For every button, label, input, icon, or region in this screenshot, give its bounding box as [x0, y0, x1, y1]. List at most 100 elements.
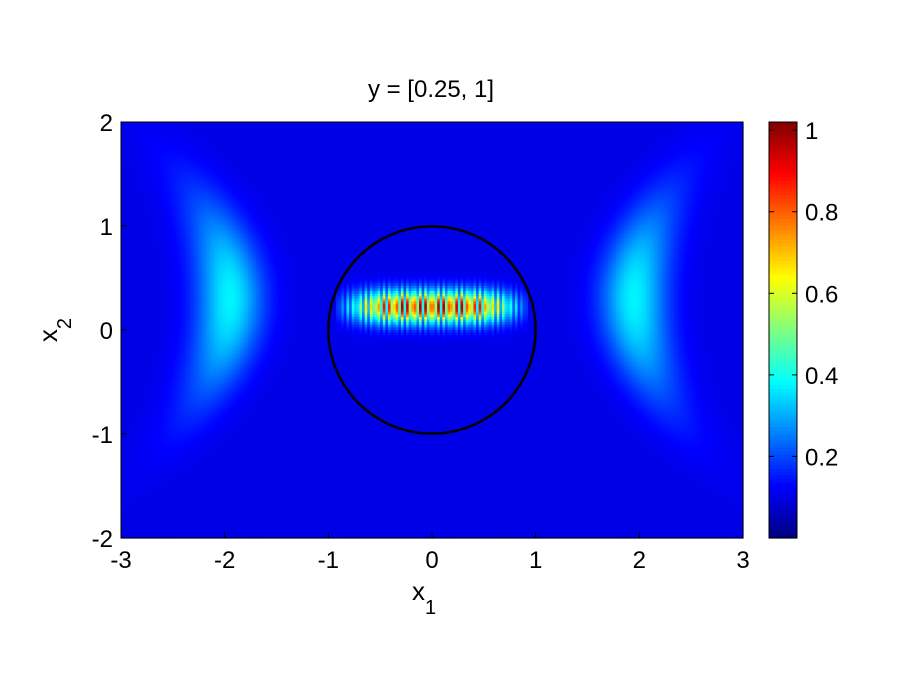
- heatmap-cell: [660, 129, 664, 133]
- heatmap-cell: [678, 124, 682, 128]
- heatmap-cell: [533, 140, 537, 144]
- heatmap-cell: [605, 127, 609, 131]
- heatmap-cell: [698, 124, 703, 128]
- heatmap-cell: [538, 124, 542, 128]
- heatmap-cell: [411, 137, 415, 141]
- heatmap-cell: [737, 129, 742, 133]
- heatmap-cell: [247, 132, 252, 136]
- heatmap-cell: [416, 137, 420, 141]
- heatmap-cell: [434, 135, 438, 139]
- heatmap-cell: [144, 137, 148, 141]
- heatmap-cell: [121, 122, 125, 126]
- heatmap-cell: [501, 129, 506, 133]
- heatmap-cell: [240, 142, 244, 146]
- heatmap-cell: [577, 124, 581, 128]
- heatmap-cell: [709, 140, 713, 144]
- heatmap-cell: [460, 132, 464, 136]
- heatmap-cell: [380, 140, 384, 144]
- heatmap-cell: [356, 135, 361, 139]
- heatmap-cell: [406, 132, 410, 136]
- heatmap-cell: [170, 127, 174, 131]
- heatmap-cell: [439, 137, 443, 141]
- heatmap-cell: [133, 127, 138, 131]
- heatmap-cell: [289, 129, 293, 133]
- heatmap-cell: [579, 127, 583, 131]
- heatmap-cell: [284, 135, 288, 139]
- heatmap-cell: [330, 135, 335, 139]
- heatmap-cell: [403, 127, 407, 131]
- heatmap-cell: [533, 127, 537, 131]
- heatmap-cell: [486, 127, 490, 131]
- heatmap-cell: [675, 132, 679, 136]
- heatmap-cell: [457, 129, 462, 133]
- heatmap-cell: [442, 140, 446, 144]
- heatmap-cell: [675, 135, 679, 139]
- heatmap-cell: [312, 132, 316, 136]
- heatmap-cell: [188, 124, 192, 128]
- heatmap-cell: [315, 127, 319, 131]
- heatmap-cell: [227, 140, 231, 144]
- heatmap-cell: [216, 135, 221, 139]
- heatmap-cell: [478, 124, 482, 128]
- heatmap-cell: [175, 122, 179, 126]
- heatmap-cell: [597, 132, 602, 136]
- heatmap-cell: [470, 140, 475, 144]
- heatmap-cell: [473, 129, 477, 133]
- heatmap-cell: [294, 127, 298, 131]
- heatmap-cell: [190, 127, 195, 131]
- heatmap-cell: [654, 127, 659, 131]
- heatmap-cell: [216, 127, 221, 131]
- heatmap-cell: [338, 122, 342, 126]
- heatmap-cell: [551, 127, 555, 131]
- heatmap-cell: [444, 140, 449, 144]
- heatmap-cell: [260, 127, 265, 131]
- heatmap-cell: [463, 140, 467, 144]
- heatmap-cell: [235, 122, 239, 126]
- heatmap-cell: [706, 137, 710, 141]
- heatmap-cell: [387, 135, 392, 139]
- heatmap-cell: [310, 140, 314, 144]
- heatmap-cell: [185, 132, 189, 136]
- heatmap-cell: [286, 127, 291, 131]
- heatmap-cell: [665, 122, 669, 126]
- heatmap-cell: [641, 129, 646, 133]
- heatmap-cell: [590, 135, 594, 139]
- heatmap-cell: [704, 132, 708, 136]
- heatmap-cell: [688, 132, 692, 136]
- heatmap-cell: [400, 140, 405, 144]
- heatmap-cell: [665, 137, 669, 141]
- heatmap-cell: [178, 127, 182, 131]
- heatmap-cell: [603, 127, 607, 131]
- heatmap-cell: [343, 129, 348, 133]
- heatmap-cell: [292, 140, 296, 144]
- heatmap-cell: [706, 129, 710, 133]
- heatmap-cell: [574, 132, 578, 136]
- heatmap-cell: [123, 127, 127, 131]
- heatmap-cell: [740, 127, 744, 131]
- heatmap-cell: [724, 135, 729, 139]
- heatmap-cell: [136, 142, 140, 146]
- heatmap-cell: [351, 137, 355, 141]
- heatmap-cell: [735, 132, 739, 136]
- heatmap-cell: [437, 140, 441, 144]
- heatmap-cell: [175, 124, 179, 128]
- heatmap-cell: [551, 122, 555, 126]
- heatmap-cell: [595, 124, 599, 128]
- heatmap-cell: [569, 140, 573, 144]
- heatmap-cell: [735, 122, 739, 126]
- heatmap-cell: [289, 142, 293, 146]
- heatmap-cell: [460, 127, 464, 131]
- heatmap-cell: [434, 129, 438, 133]
- heatmap-cell: [595, 137, 599, 141]
- heatmap-cell: [229, 122, 234, 126]
- heatmap-cell: [499, 140, 503, 144]
- heatmap-cell: [211, 140, 215, 144]
- heatmap-cell: [162, 122, 166, 126]
- heatmap-cell: [281, 140, 285, 144]
- heatmap-cell: [250, 135, 254, 139]
- heatmap-cell: [470, 127, 475, 131]
- heatmap-cell: [338, 132, 342, 136]
- heatmap-cell: [393, 135, 397, 139]
- heatmap-cell: [463, 127, 467, 131]
- heatmap-cell: [258, 142, 262, 146]
